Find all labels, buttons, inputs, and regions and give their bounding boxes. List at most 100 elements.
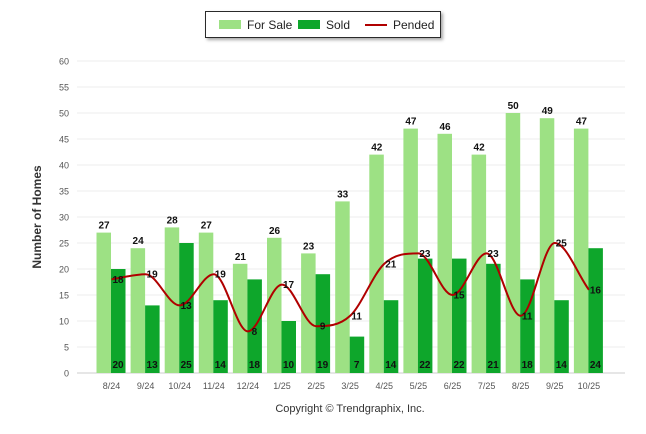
y-tick-label: 45 — [59, 135, 69, 145]
sold-data-label: 18 — [249, 360, 261, 371]
for-sale-data-label: 49 — [542, 106, 554, 117]
for-sale-data-label: 27 — [98, 221, 110, 232]
pended-data-label: 8 — [252, 327, 258, 338]
bar-for-sale-12-24[interactable] — [232, 263, 248, 373]
legend-item-sold[interactable]: Sold — [298, 12, 350, 37]
for-sale-data-label: 23 — [303, 241, 315, 252]
legend-item-for-sale[interactable]: For Sale — [219, 12, 292, 37]
x-axis-ticks: 8/24 9/24 10/24 11/24 12/24 1/25 2/25 3/25 4/25 5… — [103, 381, 600, 391]
bar-sold-10-25[interactable] — [588, 248, 603, 373]
bar-for-sale-8-25[interactable] — [505, 113, 521, 373]
bar-for-sale-7-25[interactable] — [471, 154, 487, 373]
pended-data-label: 11 — [522, 311, 533, 322]
sold-data-label: 14 — [385, 360, 397, 371]
y-tick-label: 5 — [64, 343, 69, 353]
for-sale-data-label: 42 — [474, 143, 486, 154]
pended-line[interactable] — [111, 241, 590, 333]
x-tick-label: 7/25 — [478, 381, 496, 391]
for-sale-data-label: 27 — [201, 221, 213, 232]
pended-line-layer — [111, 241, 590, 333]
for-sale-data-label: 26 — [269, 226, 281, 237]
bar-for-sale-6-25[interactable] — [437, 133, 453, 373]
x-tick-label: 8/24 — [103, 381, 121, 391]
for-sale-data-label: 50 — [508, 101, 520, 112]
pended-data-label: 17 — [283, 280, 295, 291]
y-tick-label: 10 — [59, 317, 69, 327]
sold-data-label: 14 — [556, 360, 568, 371]
bar-sold-9-24[interactable] — [145, 305, 160, 373]
bar-for-sale-4-25[interactable] — [369, 154, 384, 373]
bar-for-sale-10-25[interactable] — [573, 128, 589, 373]
sold-data-label: 25 — [181, 360, 193, 371]
copyright-text: Copyright © Trendgraphix, Inc. — [275, 403, 425, 415]
sold-data-label: 22 — [419, 360, 431, 371]
legend-label-pended: Pended — [393, 17, 435, 32]
bar-sold-11-24[interactable] — [213, 300, 228, 373]
x-tick-label: 1/25 — [273, 381, 291, 391]
bar-sold-8-24[interactable] — [111, 269, 126, 373]
for-sale-swatch-icon — [219, 20, 241, 29]
y-axis-ticks: 0 5 10 15 20 25 30 35 40 45 50 55 60 — [59, 57, 69, 379]
pended-data-label: 25 — [556, 239, 568, 250]
x-tick-label: 3/25 — [341, 381, 359, 391]
for-sale-data-label: 47 — [576, 117, 588, 128]
bar-sold-8-25[interactable] — [520, 279, 535, 373]
for-sale-data-label: 21 — [235, 252, 247, 263]
bars — [96, 113, 603, 373]
y-tick-label: 20 — [59, 265, 69, 275]
bar-sold-5-25[interactable] — [417, 258, 433, 373]
pended-data-label: 19 — [215, 270, 227, 281]
sold-data-label: 18 — [522, 360, 534, 371]
pended-data-label: 13 — [181, 301, 193, 312]
pended-data-label: 21 — [385, 259, 397, 270]
bar-for-sale-3-25[interactable] — [335, 201, 350, 373]
bar-for-sale-1-25[interactable] — [267, 237, 282, 373]
legend-item-pended[interactable]: Pended — [365, 12, 434, 37]
bar-for-sale-8-24[interactable] — [96, 232, 112, 373]
pended-data-label: 15 — [453, 291, 465, 302]
sold-data-label: 14 — [215, 360, 227, 371]
legend-label-sold: Sold — [326, 17, 351, 32]
pended-data-label: 23 — [488, 249, 500, 260]
x-tick-label: 4/25 — [376, 381, 394, 391]
sold-data-label: 22 — [453, 360, 465, 371]
bar-sold-1-25[interactable] — [281, 321, 297, 373]
bar-for-sale-11-24[interactable] — [198, 232, 214, 373]
bar-sold-3-25[interactable] — [349, 336, 365, 373]
bar-sold-9-25[interactable] — [554, 300, 569, 373]
x-tick-label: 10/24 — [168, 381, 191, 391]
bar-sold-2-25[interactable] — [315, 274, 331, 373]
for-sale-data-label: 24 — [133, 236, 145, 247]
y-tick-label: 50 — [59, 109, 69, 119]
bar-sold-4-25[interactable] — [383, 300, 399, 373]
x-tick-label: 2/25 — [307, 381, 325, 391]
bar-sold-6-25[interactable] — [452, 258, 467, 373]
pended-data-label: 19 — [147, 270, 159, 281]
legend: For Sale Sold Pended — [205, 11, 441, 38]
x-tick-label: 8/25 — [512, 381, 530, 391]
y-tick-label: 15 — [59, 291, 69, 301]
x-tick-label: 5/25 — [410, 381, 428, 391]
sold-data-label: 13 — [147, 360, 159, 371]
bar-sold-10-24[interactable] — [179, 243, 194, 373]
y-tick-label: 30 — [59, 213, 69, 223]
x-tick-label: 6/25 — [444, 381, 462, 391]
x-tick-label: 12/24 — [237, 381, 260, 391]
sold-data-label: 19 — [317, 360, 329, 371]
bar-for-sale-9-25[interactable] — [539, 118, 555, 373]
bar-for-sale-2-25[interactable] — [301, 253, 316, 373]
pended-data-label: 23 — [419, 249, 431, 260]
bar-for-sale-5-25[interactable] — [403, 128, 418, 373]
y-tick-label: 60 — [59, 57, 69, 67]
bar-sold-7-25[interactable] — [486, 263, 501, 373]
for-sale-data-label: 33 — [337, 189, 349, 200]
y-tick-label: 25 — [59, 239, 69, 249]
sold-data-label: 10 — [283, 360, 295, 371]
y-tick-label: 40 — [59, 161, 69, 171]
for-sale-data-label: 28 — [167, 215, 179, 226]
bar-for-sale-9-24[interactable] — [130, 248, 146, 373]
sold-data-label: 24 — [590, 360, 602, 371]
sold-data-label: 7 — [354, 360, 360, 371]
y-tick-label: 55 — [59, 83, 69, 93]
